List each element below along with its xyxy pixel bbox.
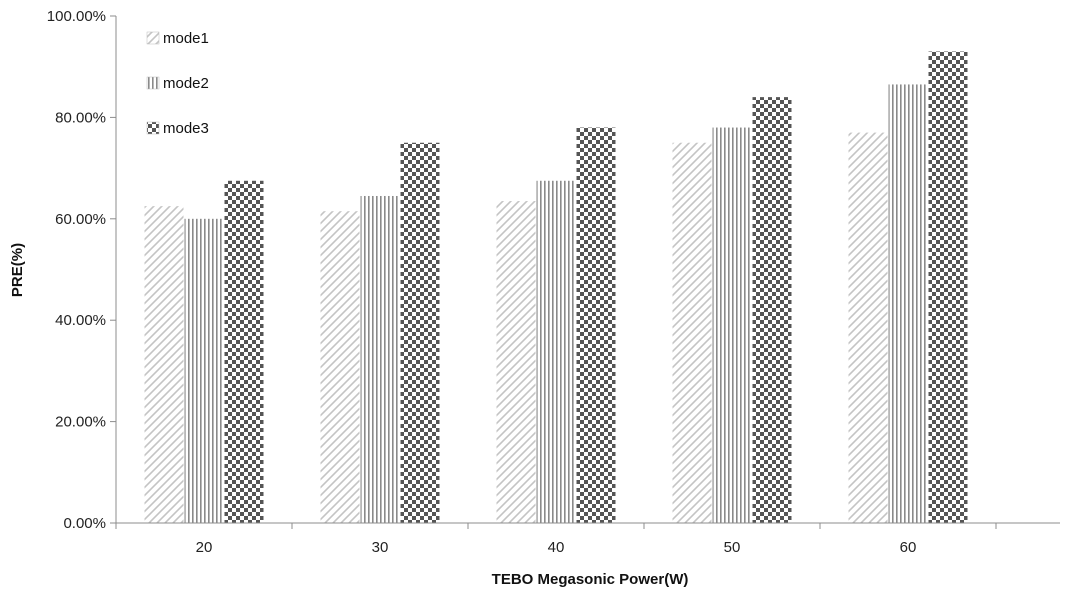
bar-mode2-40 — [536, 180, 576, 523]
x-tick-label: 50 — [724, 539, 741, 556]
x-tick-label: 60 — [900, 539, 917, 556]
bar-mode3-30 — [400, 142, 440, 523]
x-tick-label: 40 — [548, 539, 565, 556]
legend: mode1 mode2 mode3 — [146, 30, 209, 137]
bars-layer — [144, 51, 968, 524]
y-axis-ticks: 0.00% 20.00% 40.00% 60.00% 80.00% 100.00% — [47, 8, 116, 532]
axes: 0.00% 20.00% 40.00% 60.00% 80.00% 100.00% 20 3… — [47, 8, 1060, 556]
x-tick-label: 30 — [372, 539, 389, 556]
legend-label-mode2: mode2 — [163, 75, 209, 92]
y-tick-label: 80.00% — [55, 109, 106, 126]
bar-mode3-20 — [224, 180, 264, 523]
x-tick-label: 20 — [196, 539, 213, 556]
y-tick-label: 0.00% — [63, 515, 106, 532]
bar-mode1-30 — [320, 211, 360, 523]
legend-swatch-mode2 — [146, 76, 160, 90]
bar-mode2-30 — [360, 195, 400, 524]
bar-mode1-50 — [672, 142, 712, 523]
y-tick-label: 40.00% — [55, 312, 106, 329]
bar-mode3-50 — [752, 97, 792, 524]
x-axis-title: TEBO Megasonic Power(W) — [492, 571, 689, 588]
bar-mode1-60 — [848, 132, 888, 524]
bar-mode1-20 — [144, 206, 184, 523]
bar-mode3-60 — [928, 51, 968, 524]
x-axis-ticks: 20 30 40 50 60 — [115, 523, 997, 556]
legend-swatch-mode1 — [146, 31, 160, 45]
y-tick-label: 100.00% — [47, 8, 106, 25]
legend-swatch-mode3 — [146, 121, 160, 135]
legend-label-mode1: mode1 — [163, 30, 209, 47]
bar-mode1-40 — [496, 201, 536, 523]
bar-mode2-60 — [888, 84, 928, 523]
bar-mode3-40 — [576, 127, 616, 523]
bar-mode2-50 — [712, 127, 752, 523]
bar-mode2-20 — [184, 218, 224, 524]
y-axis-title: PRE(%) — [9, 243, 26, 297]
y-tick-label: 60.00% — [55, 211, 106, 228]
y-tick-label: 20.00% — [55, 414, 106, 431]
legend-label-mode3: mode3 — [163, 120, 209, 137]
